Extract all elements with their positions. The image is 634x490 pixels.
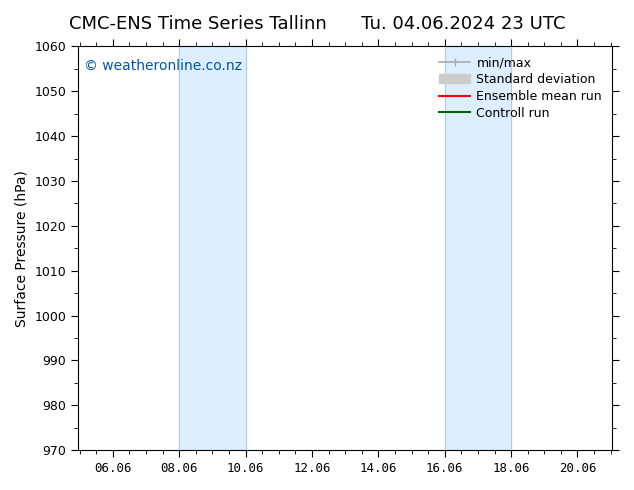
Legend: min/max, Standard deviation, Ensemble mean run, Controll run: min/max, Standard deviation, Ensemble me… [435,53,606,123]
Y-axis label: Surface Pressure (hPa): Surface Pressure (hPa) [15,170,29,327]
Text: © weatheronline.co.nz: © weatheronline.co.nz [84,59,242,73]
Text: CMC-ENS Time Series Tallinn      Tu. 04.06.2024 23 UTC: CMC-ENS Time Series Tallinn Tu. 04.06.20… [68,15,566,33]
Bar [444,47,511,450]
Bar [179,47,245,450]
